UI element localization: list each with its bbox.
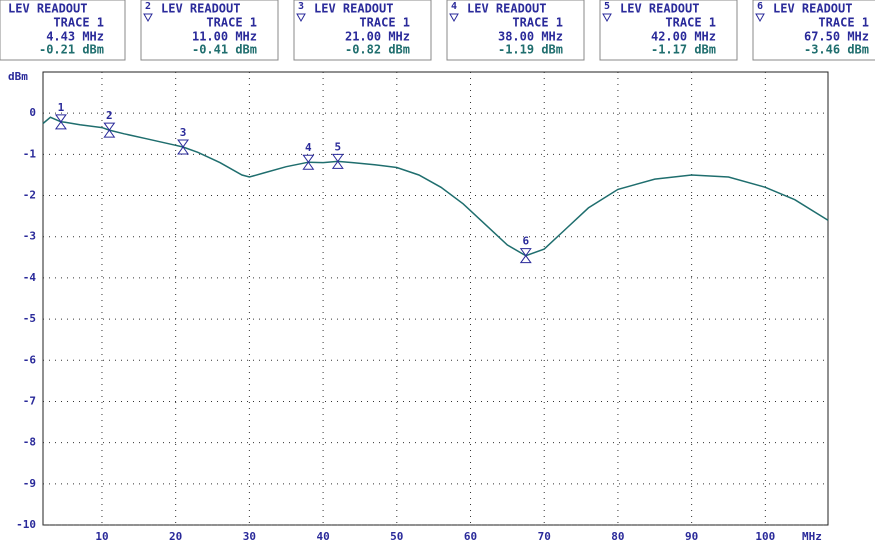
readout-trace: TRACE 1 [359, 16, 410, 30]
readout-title: LEV READOUT [773, 2, 852, 16]
readout-title: LEV READOUT [467, 2, 546, 16]
marker-number: 2 [106, 109, 113, 122]
readout-marker-number: 6 [757, 1, 763, 12]
marker-symbol [103, 122, 116, 138]
readout-title: LEV READOUT [314, 2, 393, 16]
readout-frequency: 11.00 MHz [192, 30, 257, 44]
readout-trace: TRACE 1 [53, 16, 104, 30]
y-tick-label: -3 [23, 230, 36, 243]
readout-trace: TRACE 1 [206, 16, 257, 30]
x-tick-label: 70 [538, 530, 551, 543]
readout-box [293, 0, 432, 61]
x-tick-label: 50 [390, 530, 403, 543]
readout-level: -0.41 dBm [192, 43, 257, 57]
marker-number: 4 [305, 141, 312, 154]
readout-marker-icon [602, 13, 612, 23]
x-tick-label: 90 [685, 530, 698, 543]
x-tick-label: 30 [243, 530, 256, 543]
readout-box [0, 0, 126, 61]
readout-marker-number: 5 [604, 1, 610, 12]
readout-trace: TRACE 1 [512, 16, 563, 30]
y-tick-label: -8 [23, 436, 36, 449]
y-tick-label: -10 [16, 518, 36, 531]
marker-symbol [302, 154, 315, 170]
marker-number: 5 [335, 140, 342, 153]
readout-level: -0.21 dBm [39, 43, 104, 57]
readout-level: -1.19 dBm [498, 43, 563, 57]
y-tick-label: 0 [29, 106, 36, 119]
y-axis-label: dBm [8, 70, 28, 83]
readout-box [446, 0, 585, 61]
readout-box [140, 0, 279, 61]
readout-title: LEV READOUT [620, 2, 699, 16]
readout-title: LEV READOUT [161, 2, 240, 16]
trace-line [42, 116, 829, 257]
marker-symbol [177, 139, 190, 155]
y-tick-label: -9 [23, 477, 36, 490]
plot-frame [42, 71, 829, 526]
x-tick-label: 20 [169, 530, 182, 543]
readout-trace: TRACE 1 [665, 16, 716, 30]
readout-level: -0.82 dBm [345, 43, 410, 57]
readout-frequency: 42.00 MHz [651, 30, 716, 44]
x-tick-label: 10 [95, 530, 108, 543]
readout-level: -3.46 dBm [804, 43, 869, 57]
readout-box [599, 0, 738, 61]
x-tick-label: 60 [464, 530, 477, 543]
readout-marker-number: 2 [145, 1, 151, 12]
marker-symbol [54, 114, 67, 130]
readout-title: LEV READOUT [8, 2, 87, 16]
readout-level: -1.17 dBm [651, 43, 716, 57]
readout-frequency: 21.00 MHz [345, 30, 410, 44]
y-tick-label: -4 [23, 271, 37, 284]
y-tick-label: -1 [23, 147, 37, 160]
readout-marker-icon [143, 13, 153, 23]
y-tick-label: -6 [23, 353, 37, 366]
y-tick-label: -5 [23, 312, 36, 325]
readout-marker-icon [296, 13, 306, 23]
readout-box [752, 0, 875, 61]
readout-marker-number: 4 [451, 1, 457, 12]
x-tick-label: 40 [316, 530, 329, 543]
readout-frequency: 4.43 MHz [46, 30, 104, 44]
readout-frequency: 38.00 MHz [498, 30, 563, 44]
readout-marker-number: 3 [298, 1, 304, 12]
y-tick-label: -7 [23, 394, 36, 407]
marker-symbol [331, 153, 344, 169]
marker-number: 1 [58, 101, 65, 114]
readout-marker-icon [755, 13, 765, 23]
marker-symbol [519, 248, 532, 264]
x-axis-label: MHz [802, 530, 822, 543]
readout-frequency: 67.50 MHz [804, 30, 869, 44]
marker-number: 3 [180, 126, 187, 139]
x-tick-label: 100 [755, 530, 775, 543]
readout-trace: TRACE 1 [818, 16, 869, 30]
readout-marker-icon [449, 13, 459, 23]
marker-number: 6 [522, 235, 529, 248]
x-tick-label: 80 [611, 530, 624, 543]
y-tick-label: -2 [23, 189, 36, 202]
